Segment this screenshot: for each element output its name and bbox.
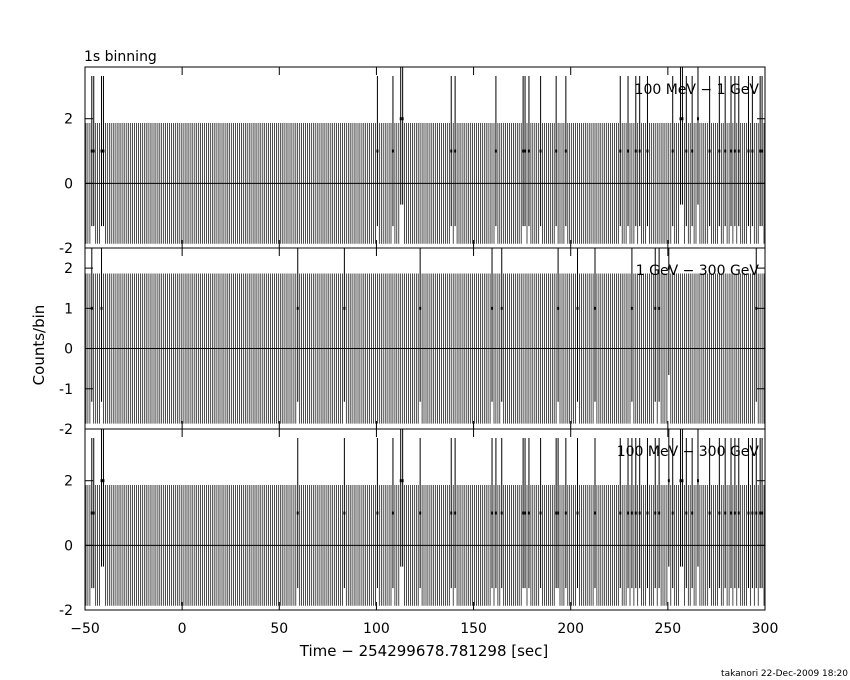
x-tick-label: 0 [178, 621, 187, 637]
x-tick-label: 300 [752, 621, 779, 637]
y-tick-label: -1 [59, 382, 73, 398]
panel-2: 2 1 0 -1 -2 1 GeV − 300 GeV [59, 247, 766, 438]
x-tick-label: −50 [70, 621, 100, 637]
energy-band-label: 100 MeV − 300 GeV [617, 444, 760, 460]
x-tick-label: 200 [557, 621, 584, 637]
y-tick-label: 0 [64, 342, 73, 358]
x-axis-label: Time − 254299678.781298 [sec] [299, 642, 549, 660]
y-axis-label: Counts/bin [30, 305, 48, 386]
y-tick-label: 2 [64, 474, 73, 490]
panel-3: 2 0 -2 100 MeV − 300 GeV [59, 428, 766, 619]
binning-label: 1s binning [84, 49, 157, 65]
x-tick-label: 250 [654, 621, 681, 637]
y-tick-label: 0 [64, 538, 73, 554]
footer-stamp: takanori 22-Dec-2009 18:20 [721, 669, 848, 679]
y-tick-label: -2 [59, 422, 73, 438]
y-tick-label: -2 [59, 241, 73, 257]
y-tick-label: -2 [59, 603, 73, 619]
y-tick-label: 2 [64, 261, 73, 277]
panel-1: 2 0 -2 100 MeV − 1 GeV [59, 66, 766, 257]
y-tick-label: 1 [64, 301, 73, 317]
energy-band-label: 1 GeV − 300 GeV [636, 263, 760, 279]
y-tick-label: 2 [64, 112, 73, 128]
y-tick-label: 0 [64, 176, 73, 192]
x-tick-label: 150 [460, 621, 487, 637]
x-tick-label: 50 [270, 621, 288, 637]
x-tick-label: 100 [363, 621, 390, 637]
energy-band-label: 100 MeV − 1 GeV [635, 82, 760, 98]
